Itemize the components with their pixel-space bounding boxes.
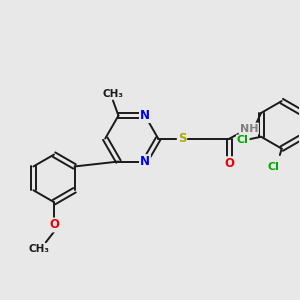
Text: O: O	[49, 218, 59, 232]
Text: Cl: Cl	[237, 135, 249, 146]
Text: Cl: Cl	[268, 162, 279, 172]
Text: O: O	[225, 157, 235, 170]
Text: N: N	[140, 155, 150, 168]
Text: NH: NH	[239, 124, 258, 134]
Text: CH₃: CH₃	[103, 89, 124, 99]
Text: S: S	[178, 132, 186, 145]
Text: N: N	[140, 109, 150, 122]
Text: CH₃: CH₃	[29, 244, 50, 254]
